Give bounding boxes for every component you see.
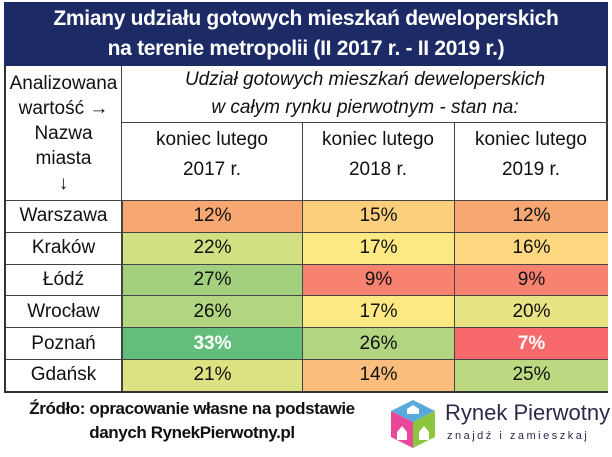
divider	[121, 66, 122, 391]
heatmap-cell: 21%	[122, 360, 302, 391]
heatmap-cell: 20%	[454, 296, 608, 328]
heatmap-cell: 15%	[302, 201, 454, 232]
heatmap-cell: 7%	[454, 328, 608, 359]
arrow-down-icon: ↓	[58, 172, 69, 194]
title-line-2: na terenie metropolii (II 2017 r. - II 2…	[107, 37, 505, 60]
row-label: Łódź	[42, 268, 85, 290]
divider	[6, 327, 608, 329]
rynek-pierwotny-logo: Rynek Pierwotny znajdź i zamieszkaj	[385, 396, 610, 452]
heatmap-cell: 9%	[302, 264, 454, 296]
divider	[6, 295, 608, 297]
heatmap-cell: 12%	[454, 201, 608, 232]
heatmap-cell: 27%	[122, 264, 302, 296]
heatmap-cell: 16%	[454, 232, 608, 264]
source-note: Źródło: opracowanie własne na podstawie …	[2, 397, 382, 445]
heatmap-cell: 12%	[122, 201, 302, 232]
subheader-line-2: w całym rynku pierwotnym - stan na:	[211, 97, 519, 118]
heatmap-cell: 26%	[302, 328, 454, 359]
divider	[6, 200, 608, 201]
column-header-line-2: 2019 r.	[501, 159, 561, 180]
heatmap-cell: 26%	[122, 296, 302, 328]
logo-name: Rynek Pierwotny	[445, 400, 611, 425]
source-line-2: danych RynekPierwotny.pl	[89, 423, 295, 442]
axis-label: miasta	[35, 147, 92, 169]
heatmap-cell: 33%	[122, 328, 302, 359]
axis-label: wartość →	[18, 97, 109, 119]
divider	[6, 359, 608, 360]
column-header-line-1: koniec lutego	[475, 129, 587, 150]
column-header: koniec lutego 2017 r.	[122, 123, 302, 199]
divider	[6, 231, 608, 233]
divider	[454, 123, 455, 200]
divider	[302, 123, 303, 200]
subheader-line-1: Udział gotowych mieszkań deweloperskich	[184, 69, 546, 90]
row-label: Poznań	[31, 332, 96, 354]
heatmap-cell: 22%	[122, 232, 302, 264]
heatmap-cell: 17%	[302, 232, 454, 264]
row-label: Gdańsk	[30, 364, 97, 386]
column-header-line-1: koniec lutego	[322, 129, 434, 150]
table-title: Zmiany udziału gotowych mieszkań dewelop…	[4, 2, 608, 66]
title-line-1: Zmiany udziału gotowych mieszkań dewelop…	[53, 7, 559, 30]
column-header-line-2: 2018 r.	[348, 159, 408, 180]
axis-legend-cell: Analizowana wartość → Nazwa miasta ↓	[6, 66, 121, 200]
heatmap-cell: 17%	[302, 296, 454, 328]
data-table: Analizowana wartość → Nazwa miasta ↓ Udz…	[4, 66, 608, 393]
row-label: Kraków	[31, 237, 96, 259]
row-label: Wrocław	[27, 300, 100, 322]
heatmap-cell: 25%	[454, 360, 608, 391]
axis-label: Nazwa	[34, 122, 93, 144]
column-header-line-2: 2017 r.	[182, 159, 242, 180]
divider	[6, 263, 608, 265]
column-header: koniec lutego 2019 r.	[454, 123, 608, 199]
column-header: koniec lutego 2018 r.	[302, 123, 454, 199]
axis-label: Analizowana	[9, 72, 118, 94]
row-label: Warszawa	[19, 205, 108, 227]
logo-tagline: znajdź i zamieszkaj	[447, 430, 590, 442]
subheader: Udział gotowych mieszkań deweloperskich …	[122, 66, 608, 122]
heatmap-cell: 14%	[302, 360, 454, 391]
divider	[122, 122, 608, 123]
cube-house-icon	[391, 400, 435, 448]
source-line-1: Źródło: opracowanie własne na podstawie	[29, 399, 355, 418]
heatmap-cell: 9%	[454, 264, 608, 296]
column-header-line-1: koniec lutego	[156, 129, 268, 150]
